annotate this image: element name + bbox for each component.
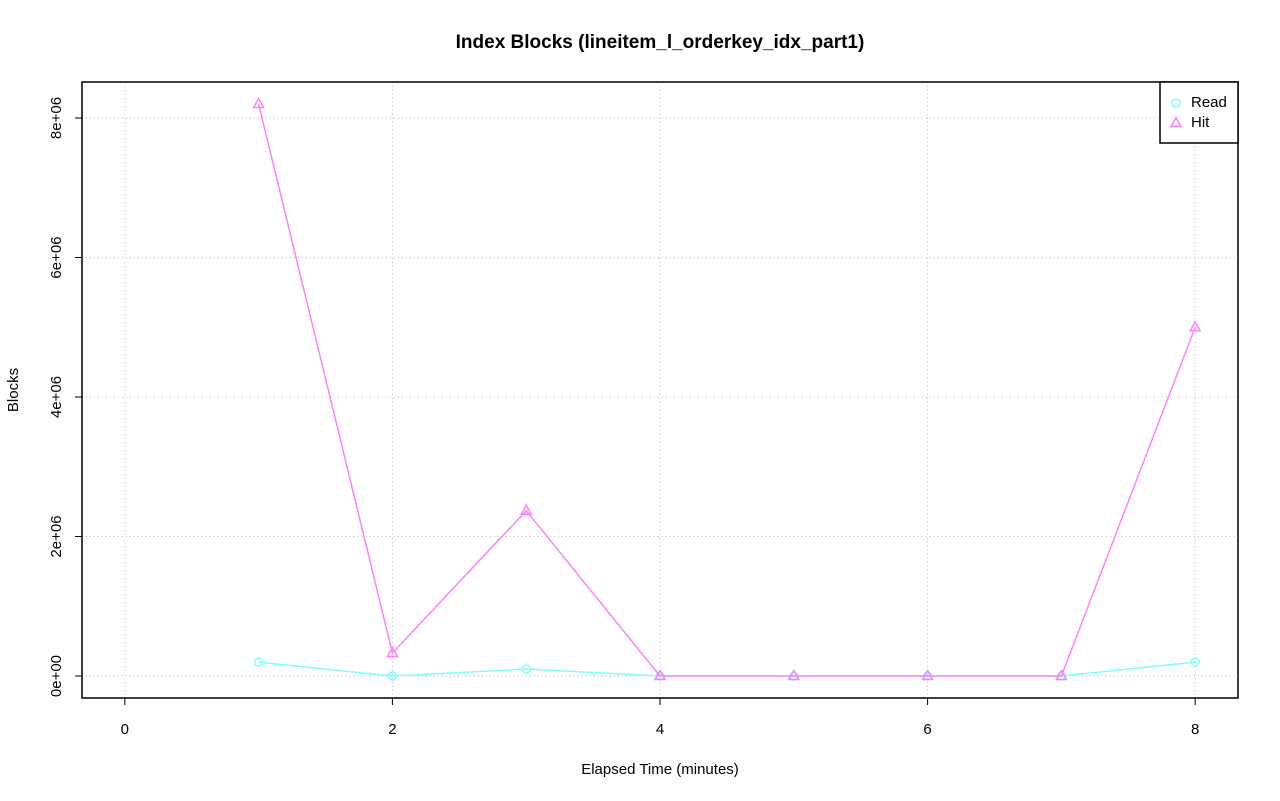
x-axis-title: Elapsed Time (minutes)	[581, 761, 739, 778]
x-tick-label: 0	[121, 721, 129, 738]
y-axis-title: Blocks	[5, 368, 22, 412]
legend: Read Hit	[1159, 81, 1239, 144]
y-tick-label: 6e+06	[48, 236, 65, 278]
point	[1188, 320, 1202, 332]
point	[519, 503, 533, 515]
y-tick-label: 8e+06	[48, 97, 65, 139]
legend-label: Hit	[1191, 114, 1210, 131]
series-line	[258, 661, 1196, 677]
y-tick-label: 0e+00	[48, 655, 65, 697]
x-tick-label: 2	[388, 721, 396, 738]
y-tick-label: 4e+06	[48, 376, 65, 418]
point	[386, 645, 399, 658]
legend-box	[1159, 81, 1239, 144]
x-tick-label: 8	[1191, 721, 1199, 738]
point	[521, 664, 531, 674]
chart-title: Index Blocks (lineitem_l_orderkey_idx_pa…	[456, 32, 865, 53]
legend-symbol	[1169, 115, 1183, 128]
point	[387, 671, 398, 681]
point	[253, 657, 264, 667]
x-tick-label: 4	[656, 721, 664, 738]
legend-symbol	[1171, 98, 1181, 108]
point	[921, 668, 934, 681]
series-line	[257, 103, 1196, 677]
y-tick-label: 2e+06	[48, 515, 65, 557]
point	[787, 668, 801, 681]
plot-frame	[81, 81, 1239, 699]
point	[1190, 657, 1200, 667]
x-tick-label: 6	[923, 721, 931, 738]
legend-label: Read	[1191, 94, 1227, 111]
point	[252, 96, 265, 109]
point	[1055, 668, 1068, 681]
point	[653, 668, 667, 681]
